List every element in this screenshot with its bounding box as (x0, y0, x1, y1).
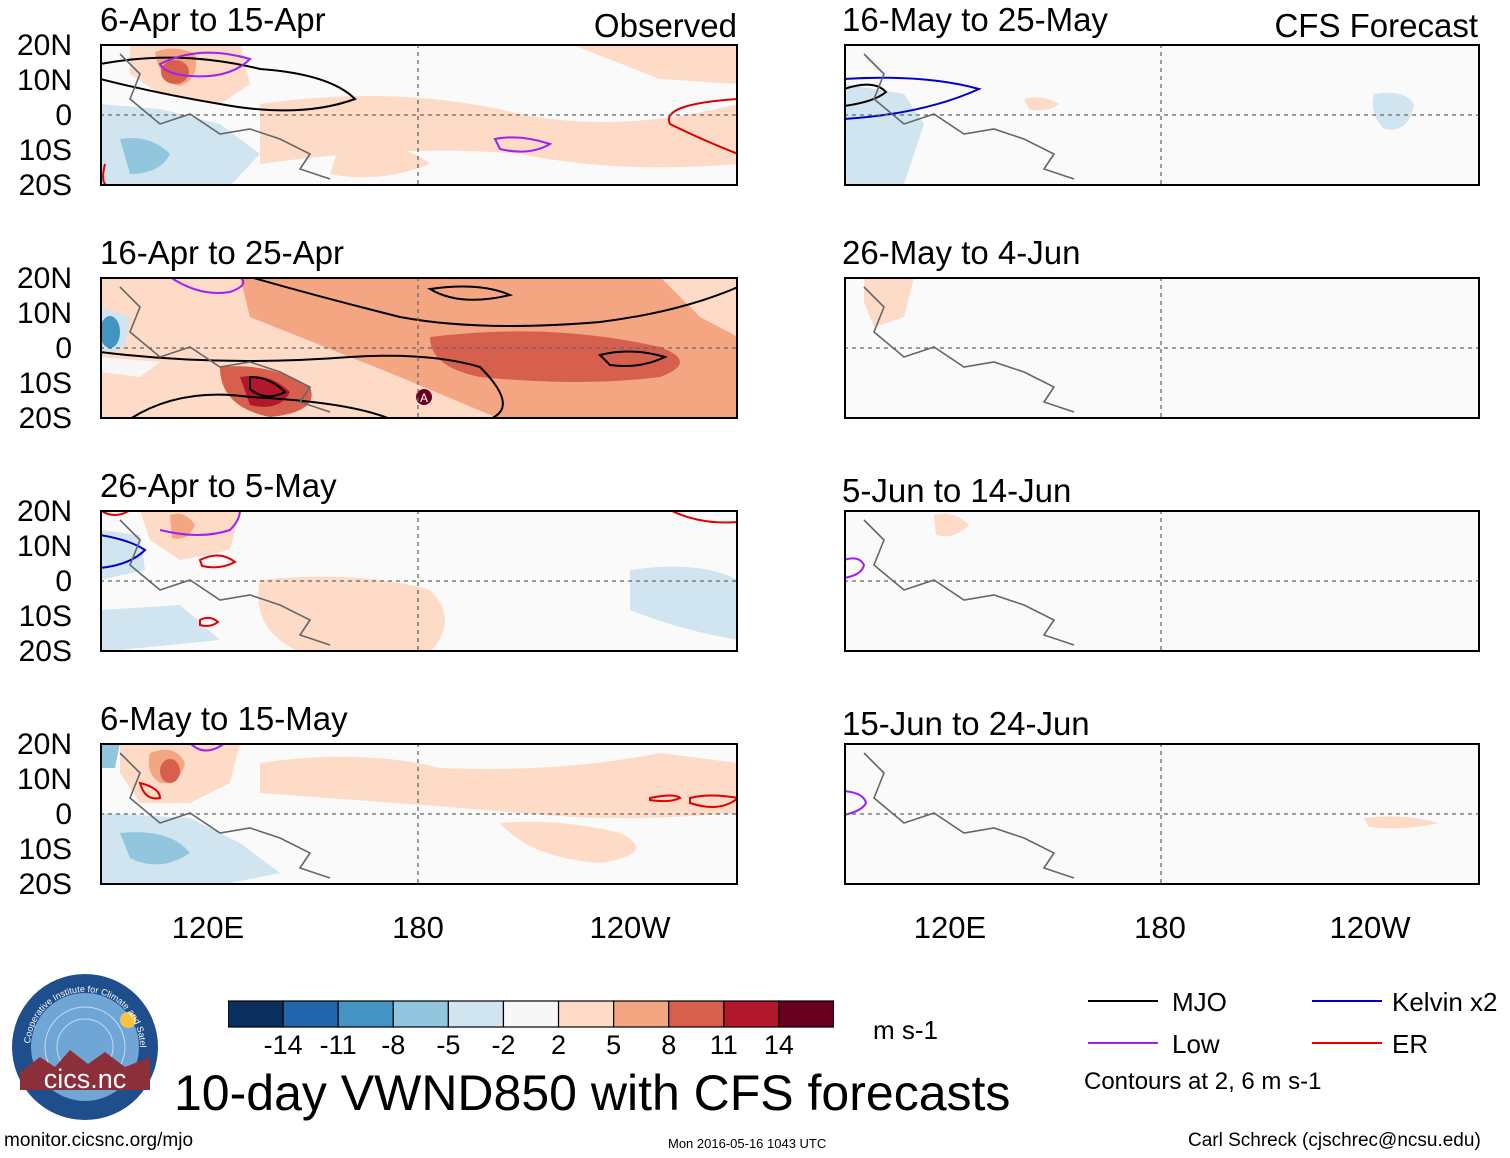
lat-label-20n: 20N (16, 495, 72, 528)
lon-label-180: 180 (392, 910, 444, 945)
lat-label-20s: 20S (18, 868, 72, 901)
footer-author: Carl Schreck (cjschrec@ncsu.edu) (1188, 1130, 1481, 1151)
colorbar-swatch (447, 1000, 505, 1028)
colorbar-swatch (723, 1000, 780, 1028)
map-panel-obs-2: A (100, 277, 738, 419)
contour-note: Contours at 2, 6 m s-1 (1084, 1068, 1322, 1095)
map-panel-fcst-2 (844, 277, 1480, 419)
footer-url[interactable]: monitor.cicsnc.org/mjo (4, 1130, 194, 1151)
colorbar-label: 14 (763, 1030, 794, 1060)
legend-line-low (1088, 1042, 1158, 1044)
observed-header: Observed (593, 7, 737, 44)
legend-label-kelvin: Kelvin x2 (1392, 987, 1498, 1017)
colorbar-label: 8 (661, 1030, 677, 1060)
panel-title-fcst-2: 26-May to 4-Jun (842, 234, 1081, 271)
colorbar-swatch (778, 1000, 834, 1028)
lon-label-120w: 120W (1329, 910, 1411, 945)
colorbar (228, 1000, 834, 1028)
colorbar-label: 2 (551, 1030, 567, 1060)
lon-label-120w: 120W (589, 910, 671, 945)
legend-label-mjo: MJO (1172, 987, 1227, 1017)
panel-title-obs-2: 16-Apr to 25-Apr (100, 234, 344, 271)
lat-label-10n: 10N (16, 763, 72, 796)
lat-label-20s: 20S (18, 402, 72, 435)
colorbar-swatch (613, 1000, 670, 1028)
lat-label-eq: 0 (55, 99, 72, 132)
main-title: 10-day VWND850 with CFS forecasts (174, 1065, 1011, 1121)
colorbar-swatch (502, 1000, 560, 1028)
lat-label-10n: 10N (16, 297, 72, 330)
map-panel-fcst-3 (844, 510, 1480, 652)
colorbar-label: -5 (436, 1030, 461, 1060)
panel-title-obs-3: 26-Apr to 5-May (100, 467, 337, 504)
colorbar-swatch (337, 1000, 394, 1028)
lat-label-10s: 10S (18, 134, 72, 167)
legend-label-low: Low (1172, 1029, 1220, 1059)
cics-logo: cics.nc Cooperative Institute for Climat… (10, 972, 158, 1120)
colorbar-swatch (228, 1000, 284, 1028)
lon-label-120e: 120E (171, 910, 245, 945)
legend-line-er (1312, 1042, 1382, 1044)
lat-label-10s: 10S (18, 600, 72, 633)
panel-title-fcst-3: 5-Jun to 14-Jun (842, 472, 1072, 509)
map-panel-obs-1 (100, 44, 738, 186)
panel-title-obs-1: 6-Apr to 15-Apr (100, 1, 326, 38)
map-panel-obs-3 (100, 510, 738, 652)
logo-text: cics.nc (44, 1064, 127, 1094)
lat-label-10s: 10S (18, 833, 72, 866)
colorbar-swatch (557, 1000, 615, 1028)
map-panel-fcst-1 (844, 44, 1480, 186)
lat-label-20s: 20S (18, 635, 72, 668)
colorbar-swatch (282, 1000, 339, 1028)
lat-label-20n: 20N (16, 262, 72, 295)
footer-timestamp: Mon 2016-05-16 1043 UTC (668, 1136, 827, 1151)
colorbar-label: -2 (491, 1030, 516, 1060)
colorbar-labels: -14 -11 -8 -5 -2 2 5 8 11 14 (228, 1030, 834, 1062)
legend-line-kelvin (1312, 1000, 1382, 1002)
colorbar-swatch (668, 1000, 725, 1028)
panel-title-fcst-4: 15-Jun to 24-Jun (842, 705, 1090, 742)
lat-label-eq: 0 (55, 565, 72, 598)
colorbar-label: 11 (709, 1030, 738, 1060)
lat-label-20s: 20S (18, 169, 72, 202)
lat-label-20n: 20N (16, 29, 72, 62)
panel-title-obs-4: 6-May to 15-May (100, 700, 348, 737)
colorbar-label: -14 (263, 1030, 303, 1060)
colorbar-label: -11 (319, 1030, 357, 1060)
legend-label-er: ER (1392, 1029, 1429, 1059)
forecast-header: CFS Forecast (1274, 7, 1478, 44)
colorbar-label: 5 (606, 1030, 622, 1060)
lat-label-eq: 0 (55, 798, 72, 831)
marker-a: A (420, 391, 428, 405)
lat-label-10n: 10N (16, 530, 72, 563)
map-panel-obs-4 (100, 743, 738, 885)
legend-line-mjo (1088, 1000, 1158, 1002)
lat-label-10s: 10S (18, 367, 72, 400)
lat-label-20n: 20N (16, 728, 72, 761)
map-panel-fcst-4 (844, 743, 1480, 885)
panel-title-fcst-1: 16-May to 25-May (842, 1, 1108, 38)
colorbar-swatch (392, 1000, 449, 1028)
colorbar-units: m s-1 (873, 1015, 938, 1045)
lat-label-10n: 10N (16, 64, 72, 97)
lon-label-120e: 120E (913, 910, 987, 945)
colorbar-label: -8 (381, 1030, 406, 1060)
lon-label-180: 180 (1134, 910, 1186, 945)
lat-label-eq: 0 (55, 332, 72, 365)
